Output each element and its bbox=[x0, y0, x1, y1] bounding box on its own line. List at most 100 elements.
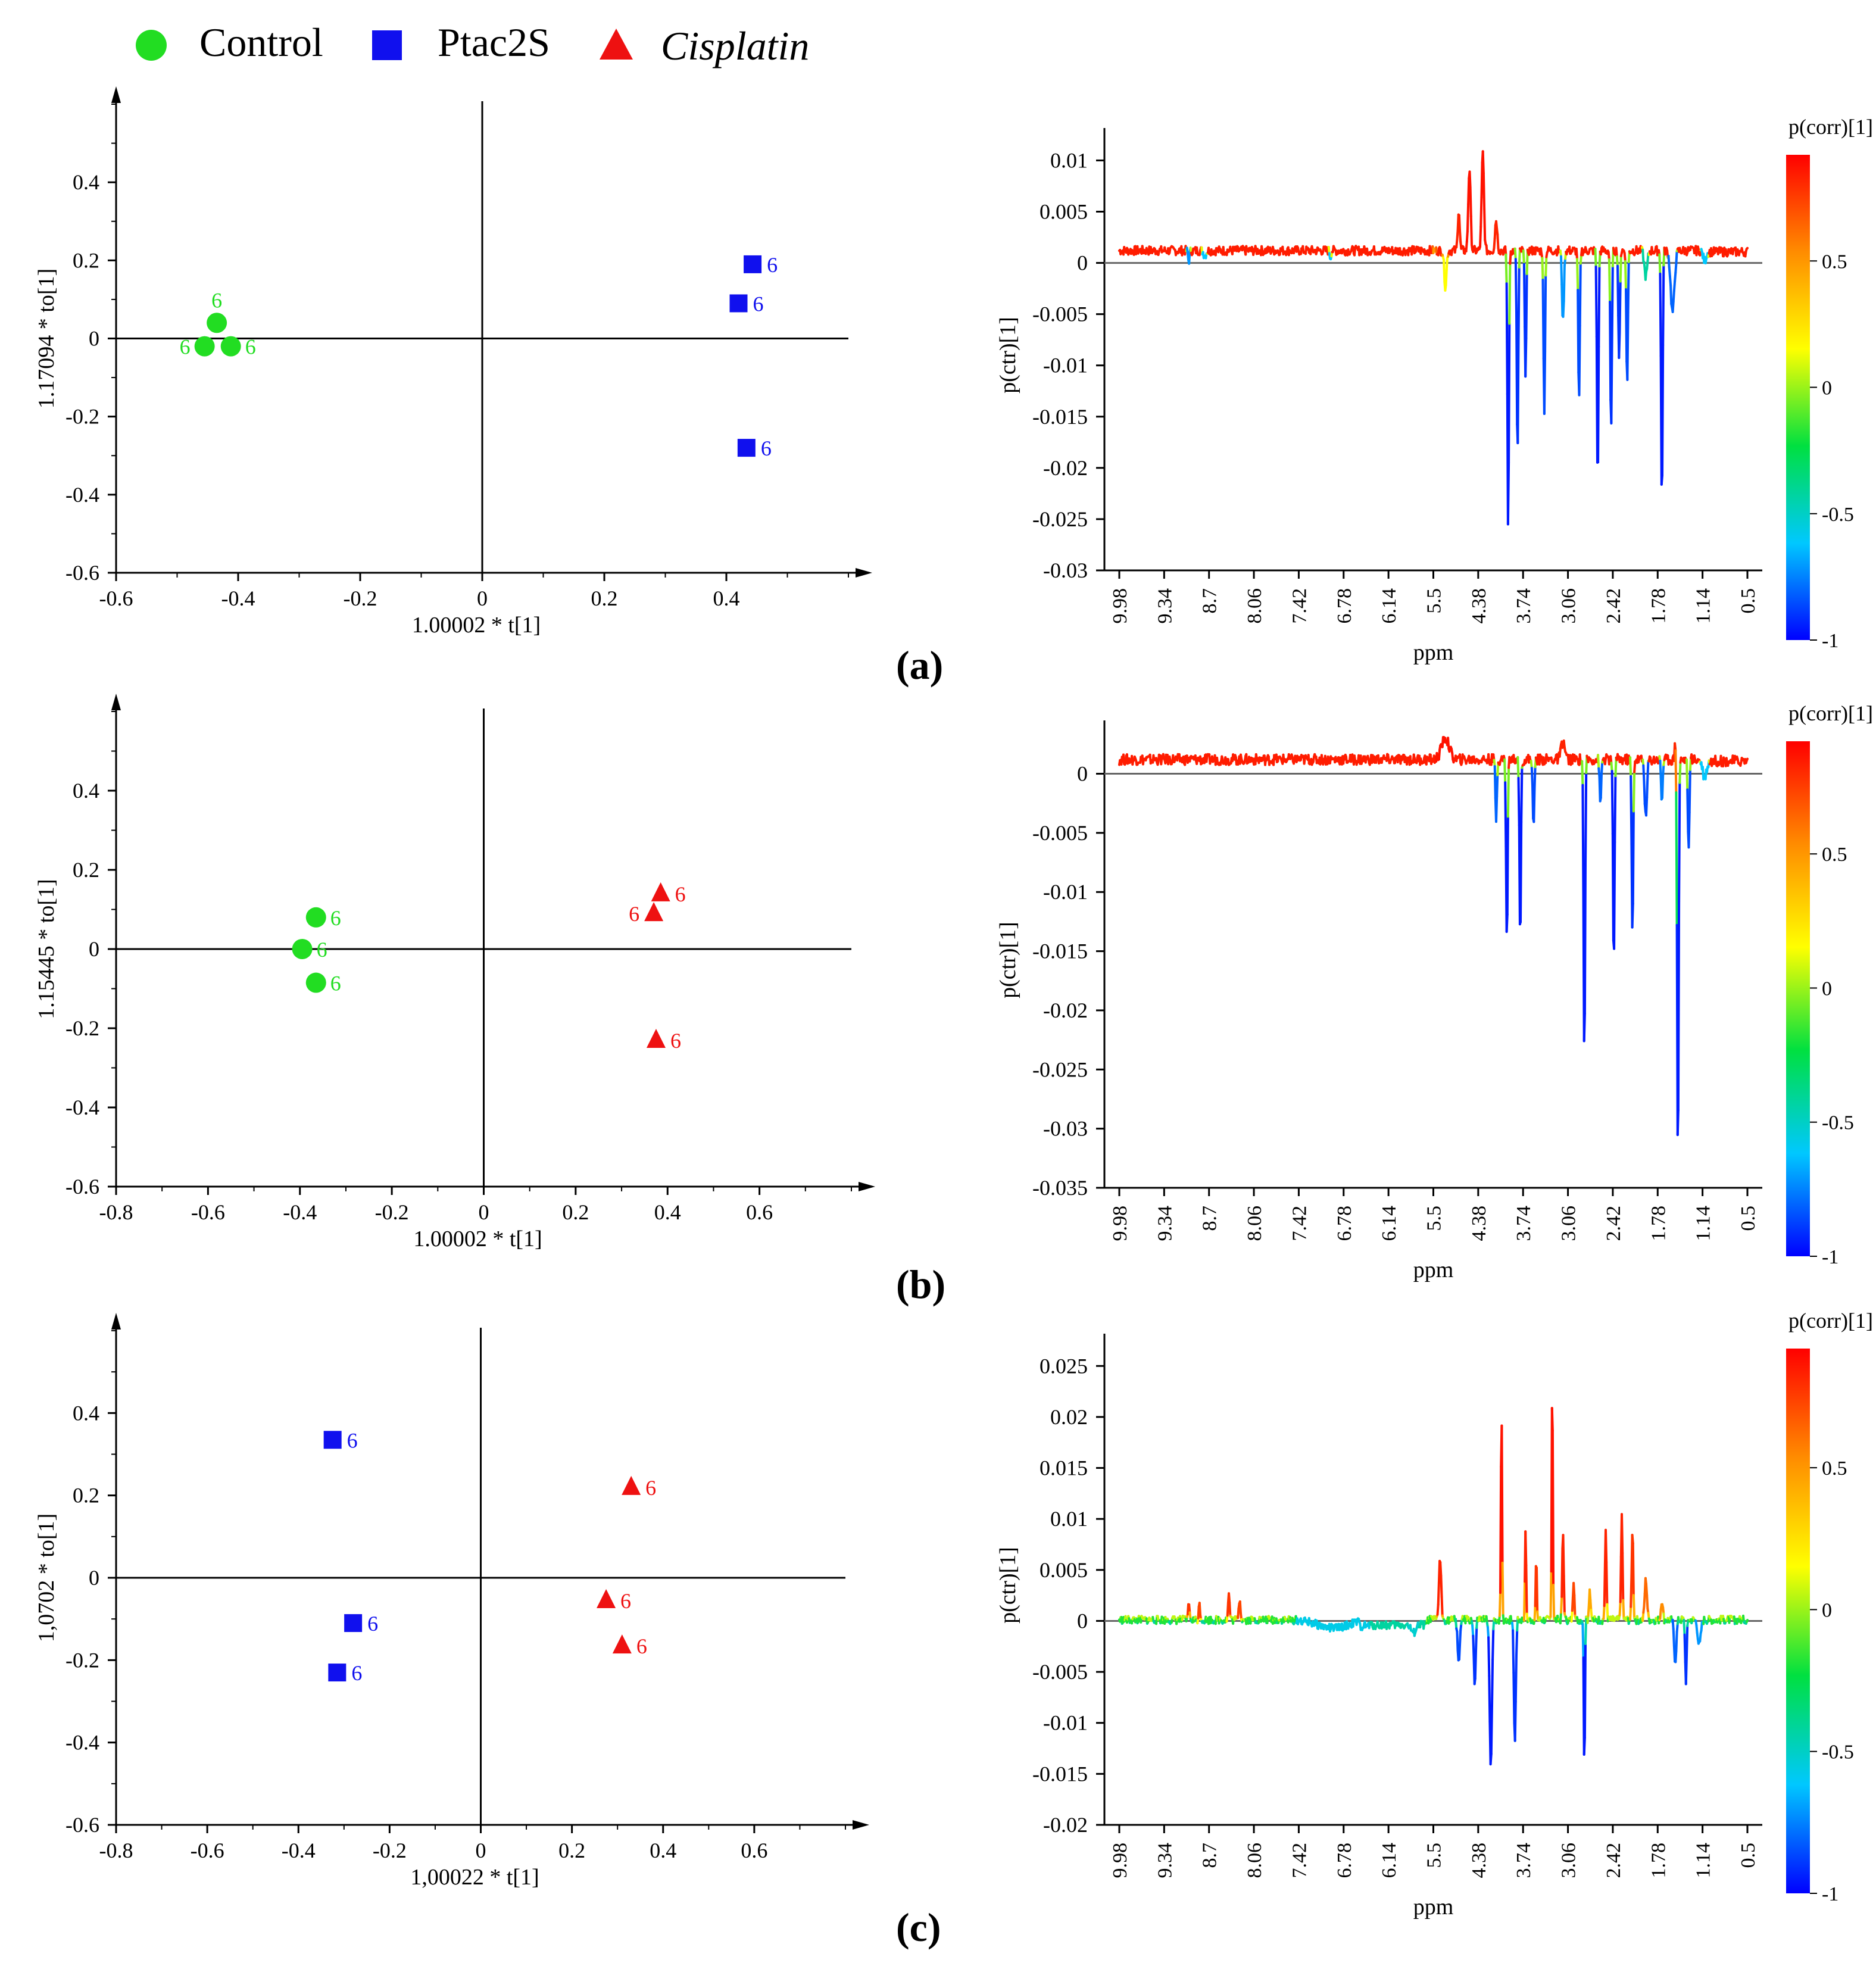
spectrum-segment bbox=[1629, 756, 1632, 778]
spectrum-segment bbox=[1622, 1599, 1625, 1620]
legend-control-label: Control bbox=[199, 20, 323, 65]
x-tick-label: 6.14 bbox=[1378, 1843, 1400, 1878]
spectrum-segment bbox=[1506, 815, 1509, 916]
spectrum-segment bbox=[1615, 246, 1618, 258]
spectrum-segment bbox=[1188, 1603, 1191, 1614]
loading-plot-b: 0 -0.005 -0.01 -0.015 -0.02 -0.025 -0.03 -0.035… bbox=[995, 701, 1873, 1282]
score-plot-a: -0.6 -0.4 -0.2 0 0.2 0.4 -0.6 -0.4 -0.2 0 0.2 0.4 1.… bbox=[34, 86, 872, 638]
spectrum-segment bbox=[1525, 1564, 1528, 1615]
colorbar-tick-label: 0.5 bbox=[1822, 844, 1847, 866]
x-tick-label: 6.14 bbox=[1378, 1206, 1400, 1241]
x-tick-label: 6.78 bbox=[1334, 1843, 1356, 1878]
x-tick-label: -0.6 bbox=[191, 1839, 224, 1862]
spectrum-segment bbox=[1610, 762, 1613, 773]
spectrum-segment bbox=[1487, 1636, 1491, 1677]
legend-cisplatin-marker bbox=[600, 29, 633, 60]
spectrum-segment bbox=[1618, 1600, 1622, 1616]
spectrum-segment bbox=[1228, 1601, 1232, 1617]
point-label: 6 bbox=[767, 253, 778, 277]
x-axis-label: 1.00002 * t[1] bbox=[413, 1226, 542, 1252]
loading-plot-a: 0.01 0.005 0 -0.005 -0.01 -0.015 -0.02 -0.025 -0… bbox=[995, 115, 1873, 665]
x-tick-label: 7.42 bbox=[1288, 1843, 1310, 1878]
y-axis-label: p(ctr)[1] bbox=[995, 922, 1020, 998]
spectrum-segment bbox=[1687, 811, 1691, 849]
spectrum-segment bbox=[1624, 260, 1627, 291]
x-tick-label: 0.5 bbox=[1737, 588, 1759, 614]
colorbar bbox=[1786, 741, 1810, 1256]
x-tick-label: 1.14 bbox=[1693, 1206, 1715, 1241]
spectrum-segment bbox=[1455, 239, 1459, 249]
ptac2s-point bbox=[737, 439, 756, 457]
x-tick-label: -0.8 bbox=[99, 1200, 133, 1224]
x-tick-label: 3.74 bbox=[1513, 588, 1535, 624]
spectrum-segment bbox=[1353, 246, 1357, 257]
x-tick-label: 8.7 bbox=[1199, 1206, 1221, 1231]
spectrum-segment bbox=[1584, 1615, 1588, 1645]
y-axis-label: 1.17094 * to[1] bbox=[34, 269, 59, 408]
x-tick-label: 3.74 bbox=[1513, 1206, 1535, 1241]
spectrum-segment bbox=[1222, 246, 1225, 256]
point-label: 6 bbox=[636, 1634, 647, 1658]
spectrum-segment bbox=[1497, 1615, 1501, 1625]
spectrum-segment bbox=[1524, 1530, 1528, 1567]
spectrum-segment bbox=[1631, 902, 1634, 929]
y-tick-label: 0.4 bbox=[73, 1401, 99, 1425]
spectrum-segment bbox=[1472, 1634, 1475, 1659]
y-tick-label: -0.005 bbox=[1032, 821, 1088, 845]
spectrum-segment bbox=[1610, 341, 1613, 425]
x-tick-label: 5.5 bbox=[1424, 588, 1446, 614]
spectrum-segment bbox=[1594, 266, 1598, 338]
spectrum-segment bbox=[1695, 1624, 1699, 1634]
spectrum-segment bbox=[1661, 344, 1665, 477]
spectrum-segment bbox=[1678, 781, 1681, 903]
x-tick-label: 0.6 bbox=[741, 1839, 767, 1862]
cisplatin-point bbox=[644, 902, 664, 922]
y-tick-label: -0.02 bbox=[1043, 998, 1088, 1022]
x-tick-label: 4.38 bbox=[1468, 588, 1490, 624]
legend-ptac2s-marker bbox=[372, 30, 402, 60]
spectrum-segment bbox=[1520, 766, 1524, 823]
spectrum-segment bbox=[1457, 214, 1461, 232]
spectrum-segment bbox=[1465, 241, 1468, 252]
y-tick-label: 0.015 bbox=[1040, 1456, 1088, 1480]
y-tick-label: -0.4 bbox=[65, 1096, 99, 1119]
x-axis-label: ppm bbox=[1413, 1895, 1454, 1920]
y-axis-arrow bbox=[111, 1313, 121, 1330]
spectrum-segment bbox=[1541, 257, 1544, 281]
x-tick-label: 9.98 bbox=[1109, 1843, 1131, 1878]
y-tick-label: 0.4 bbox=[73, 779, 99, 803]
spectrum-segment bbox=[1675, 791, 1678, 926]
x-tick-label: 9.34 bbox=[1154, 588, 1176, 624]
spectrum-segment bbox=[1562, 1575, 1566, 1615]
x-tick-label: 4.38 bbox=[1468, 1843, 1490, 1878]
cisplatin-point bbox=[612, 1634, 632, 1654]
spectrum-segment bbox=[1238, 1600, 1242, 1615]
spectrum-segment bbox=[1674, 749, 1678, 794]
x-tick-label: 3.06 bbox=[1558, 1206, 1580, 1241]
spectrum-segment bbox=[1524, 337, 1528, 378]
x-tick-label: 1.78 bbox=[1647, 1206, 1669, 1241]
x-axis-arrow bbox=[859, 1182, 875, 1191]
x-tick-label: -0.8 bbox=[99, 1839, 133, 1862]
spectrum-segment bbox=[1621, 1552, 1625, 1602]
y-axis-label: 1,0702 * to[1] bbox=[34, 1513, 59, 1642]
y-tick-label: 0.025 bbox=[1040, 1354, 1088, 1378]
spectrum-segment bbox=[1674, 1650, 1678, 1664]
spectrum-segment bbox=[1474, 1650, 1477, 1680]
spectrum-segment bbox=[1562, 264, 1566, 302]
loading-plot-c: 0.025 0.02 0.015 0.01 0.005 0 -0.005 -0.01 -0.01… bbox=[995, 1309, 1873, 1920]
spectrum-segment bbox=[1560, 1595, 1563, 1614]
spectrum-segment bbox=[1626, 311, 1630, 381]
x-tick-label: 0.5 bbox=[1737, 1206, 1759, 1231]
spectrum-segment bbox=[1439, 1561, 1443, 1577]
spectrum-segment bbox=[1661, 773, 1665, 800]
colorbar-tick-label: -1 bbox=[1822, 630, 1838, 652]
point-label: 6 bbox=[645, 1476, 656, 1500]
colorbar-tick-label: 0.5 bbox=[1822, 251, 1847, 273]
colorbar-tick-label: 0 bbox=[1822, 978, 1832, 1000]
control-point bbox=[292, 939, 313, 959]
charts: -0.6 -0.4 -0.2 0 0.2 0.4 -0.6 -0.4 -0.2 0 0.2 0.4 1.… bbox=[34, 86, 1873, 1920]
x-tick-label: 0.2 bbox=[562, 1200, 589, 1224]
colorbar-tick-label: -0.5 bbox=[1822, 1742, 1854, 1764]
